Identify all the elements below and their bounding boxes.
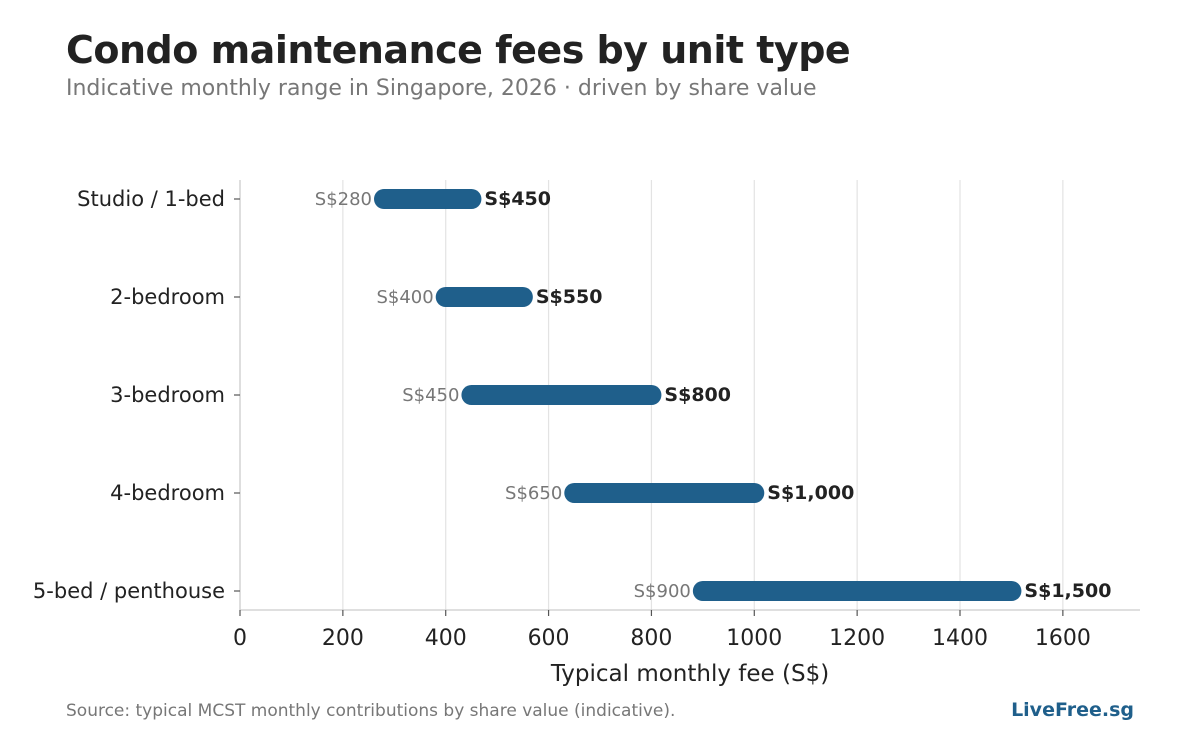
- range-high-label: S$1,000: [767, 482, 854, 504]
- x-tick-label: 600: [528, 626, 570, 651]
- range-high-label: S$1,500: [1024, 580, 1111, 602]
- x-tick-label: 1200: [829, 626, 885, 651]
- x-tick-label: 1000: [726, 626, 782, 651]
- range-high-label: S$800: [664, 384, 731, 406]
- x-tick-label: 0: [233, 626, 247, 651]
- x-tick-label: 1600: [1035, 626, 1091, 651]
- source-note: Source: typical MCST monthly contributio…: [66, 701, 676, 721]
- range-high-label: S$450: [484, 188, 551, 210]
- x-axis-title: Typical monthly fee (S$): [550, 661, 829, 687]
- range-low-label: S$900: [634, 581, 691, 602]
- x-tick-label: 800: [630, 626, 672, 651]
- category-label: 5-bed / penthouse: [33, 579, 225, 603]
- chart-subtitle: Indicative monthly range in Singapore, 2…: [66, 76, 817, 101]
- x-tick-label: 400: [425, 626, 467, 651]
- x-tick-label: 200: [322, 626, 364, 651]
- range-low-label: S$400: [376, 287, 433, 308]
- range-high-label: S$550: [536, 286, 603, 308]
- category-label: 2-bedroom: [110, 285, 225, 309]
- range-low-label: S$450: [402, 385, 459, 406]
- range-low-label: S$280: [315, 189, 372, 210]
- x-tick-label: 1400: [932, 626, 988, 651]
- chart-title: Condo maintenance fees by unit type: [66, 28, 851, 72]
- category-label: 3-bedroom: [110, 383, 225, 407]
- category-label: 4-bedroom: [110, 481, 225, 505]
- category-label: Studio / 1-bed: [77, 187, 225, 211]
- range-low-label: S$650: [505, 483, 562, 504]
- brand-logo-text: LiveFree.sg: [1011, 699, 1134, 721]
